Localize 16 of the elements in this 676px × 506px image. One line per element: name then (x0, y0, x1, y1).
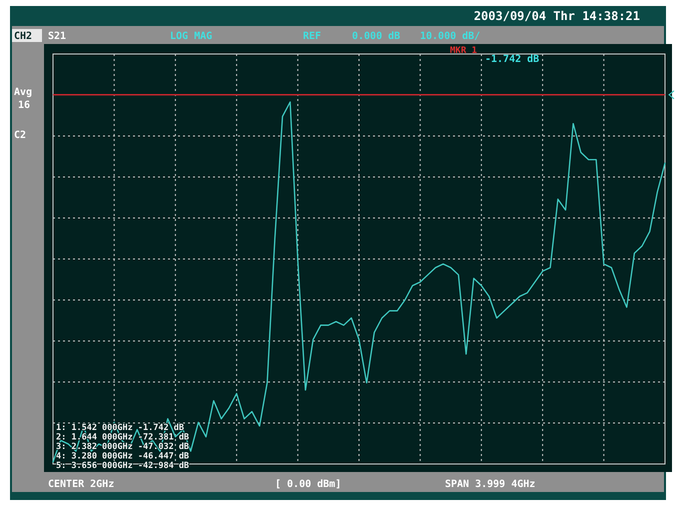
text: LOG MAG (170, 31, 212, 42)
annotation: 4: 3.280 000GHz -46.447 dB (56, 452, 190, 462)
text: [ 0.00 dBm] (275, 479, 342, 490)
text: REF (303, 31, 322, 42)
text: 16 (18, 100, 30, 111)
text: 10.000 dB/ (420, 31, 480, 42)
text: CH2 (14, 31, 32, 42)
text: C2 (14, 130, 26, 141)
chart-title: 2003/09/04 Thr 14:38:21 (474, 9, 640, 23)
text: S21 (48, 31, 66, 42)
text: CENTER 2GHz (48, 479, 114, 490)
text: Avg (14, 87, 32, 98)
text: 0.000 dB (352, 31, 400, 42)
text: SPAN 3.999 4GHz (445, 479, 536, 490)
text: -1.742 dB (485, 54, 540, 65)
text: MKR 1 (450, 46, 478, 56)
